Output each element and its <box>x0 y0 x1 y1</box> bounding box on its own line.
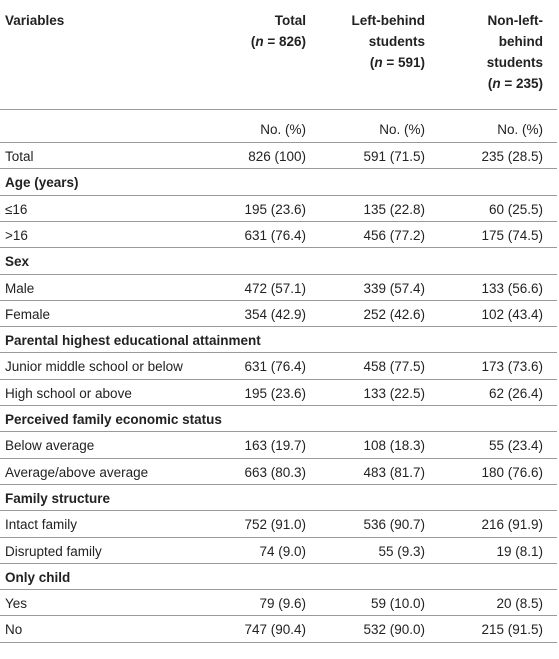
row-label: Junior middle school or below <box>5 359 183 374</box>
cell-total: 354 (42.9) <box>244 307 306 322</box>
cell-left-behind: 59 (10.0) <box>370 596 425 611</box>
row-rule <box>0 563 557 564</box>
cell-non-left-behind: 19 (8.1) <box>496 544 543 559</box>
header-variables: Variables <box>5 13 65 28</box>
cell-non-left-behind: 173 (73.6) <box>481 359 543 374</box>
row-rule <box>0 405 557 406</box>
cell-non-left-behind: 180 (76.6) <box>481 465 543 480</box>
cell-non-left-behind: 175 (74.5) <box>481 228 543 243</box>
cell-total: 195 (23.6) <box>244 202 306 217</box>
row-label: High school or above <box>5 386 132 401</box>
cell-non-left-behind: 235 (28.5) <box>481 149 543 164</box>
cell-total: 663 (80.3) <box>244 465 306 480</box>
cell-left-behind: 532 (90.0) <box>363 622 425 637</box>
cell-left-behind: 591 (71.5) <box>363 149 425 164</box>
cell-left-behind: 108 (18.3) <box>363 438 425 453</box>
row-label: Yes <box>5 596 28 611</box>
row-rule <box>0 484 557 485</box>
row-rule <box>0 510 557 511</box>
row-rule <box>0 168 557 169</box>
row-rule <box>0 221 557 222</box>
row-rule <box>0 195 557 196</box>
cell-total: 631 (76.4) <box>244 228 306 243</box>
row-label: Disrupted family <box>5 544 102 559</box>
row-rule <box>0 589 557 590</box>
cell-non-left-behind: 133 (56.6) <box>481 281 543 296</box>
cell-left-behind: 339 (57.4) <box>363 281 425 296</box>
cell-left-behind: 133 (22.5) <box>363 386 425 401</box>
cell-total: 631 (76.4) <box>244 359 306 374</box>
units-total: No. (%) <box>260 122 306 137</box>
cell-total: 74 (9.0) <box>259 544 306 559</box>
row-label: Intact family <box>5 517 78 532</box>
row-rule <box>0 615 557 616</box>
row-label: Below average <box>5 438 95 453</box>
units-nonleft: No. (%) <box>497 122 543 137</box>
row-label: Male <box>5 281 35 296</box>
cell-left-behind: 135 (22.8) <box>363 202 425 217</box>
section-heading: Sex <box>5 254 30 269</box>
section-heading: Only child <box>5 570 71 585</box>
cell-non-left-behind: 60 (25.5) <box>488 202 543 217</box>
section-heading: Parental highest educational attainment <box>5 333 261 348</box>
row-rule <box>0 537 557 538</box>
section-heading: Age (years) <box>5 175 79 190</box>
row-label: Total <box>5 149 34 164</box>
cell-total: 163 (19.7) <box>244 438 306 453</box>
bottom-rule <box>0 642 557 643</box>
row-rule <box>0 247 557 248</box>
cell-left-behind: 456 (77.2) <box>363 228 425 243</box>
cell-non-left-behind: 216 (91.9) <box>481 517 543 532</box>
row-label: Female <box>5 307 51 322</box>
cell-total: 747 (90.4) <box>244 622 306 637</box>
row-rule <box>0 274 557 275</box>
row-rule <box>0 352 557 353</box>
cell-total: 472 (57.1) <box>244 281 306 296</box>
cell-left-behind: 55 (9.3) <box>378 544 425 559</box>
cell-non-left-behind: 20 (8.5) <box>496 596 543 611</box>
header-total: Total (n = 826) <box>250 13 306 49</box>
cell-left-behind: 483 (81.7) <box>363 465 425 480</box>
section-heading: Perceived family economic status <box>5 412 222 427</box>
row-label: No <box>5 622 23 637</box>
header-non-left-behind: Non-left- behind students (n = 235) <box>486 13 543 91</box>
row-rule <box>0 379 557 380</box>
section-heading: Family structure <box>5 491 111 506</box>
cell-left-behind: 252 (42.6) <box>363 307 425 322</box>
row-rule <box>0 458 557 459</box>
header-left-behind: Left-behind students (n = 591) <box>351 13 426 70</box>
row-label: >16 <box>5 228 28 243</box>
cell-total: 752 (91.0) <box>244 517 306 532</box>
cell-left-behind: 536 (90.7) <box>363 517 425 532</box>
cell-left-behind: 458 (77.5) <box>363 359 425 374</box>
cell-total: 79 (9.6) <box>259 596 306 611</box>
row-rule <box>0 300 557 301</box>
row-rule <box>0 142 557 143</box>
row-rule <box>0 326 557 327</box>
row-rule <box>0 431 557 432</box>
row-label: Average/above average <box>5 465 149 480</box>
cell-total: 195 (23.6) <box>244 386 306 401</box>
cell-total: 826 (100) <box>248 149 306 164</box>
units-left: No. (%) <box>379 122 425 137</box>
row-label: ≤16 <box>5 202 28 217</box>
header-rule <box>0 109 557 110</box>
cell-non-left-behind: 62 (26.4) <box>488 386 543 401</box>
cell-non-left-behind: 55 (23.4) <box>488 438 543 453</box>
cell-non-left-behind: 215 (91.5) <box>481 622 543 637</box>
cell-non-left-behind: 102 (43.4) <box>481 307 543 322</box>
